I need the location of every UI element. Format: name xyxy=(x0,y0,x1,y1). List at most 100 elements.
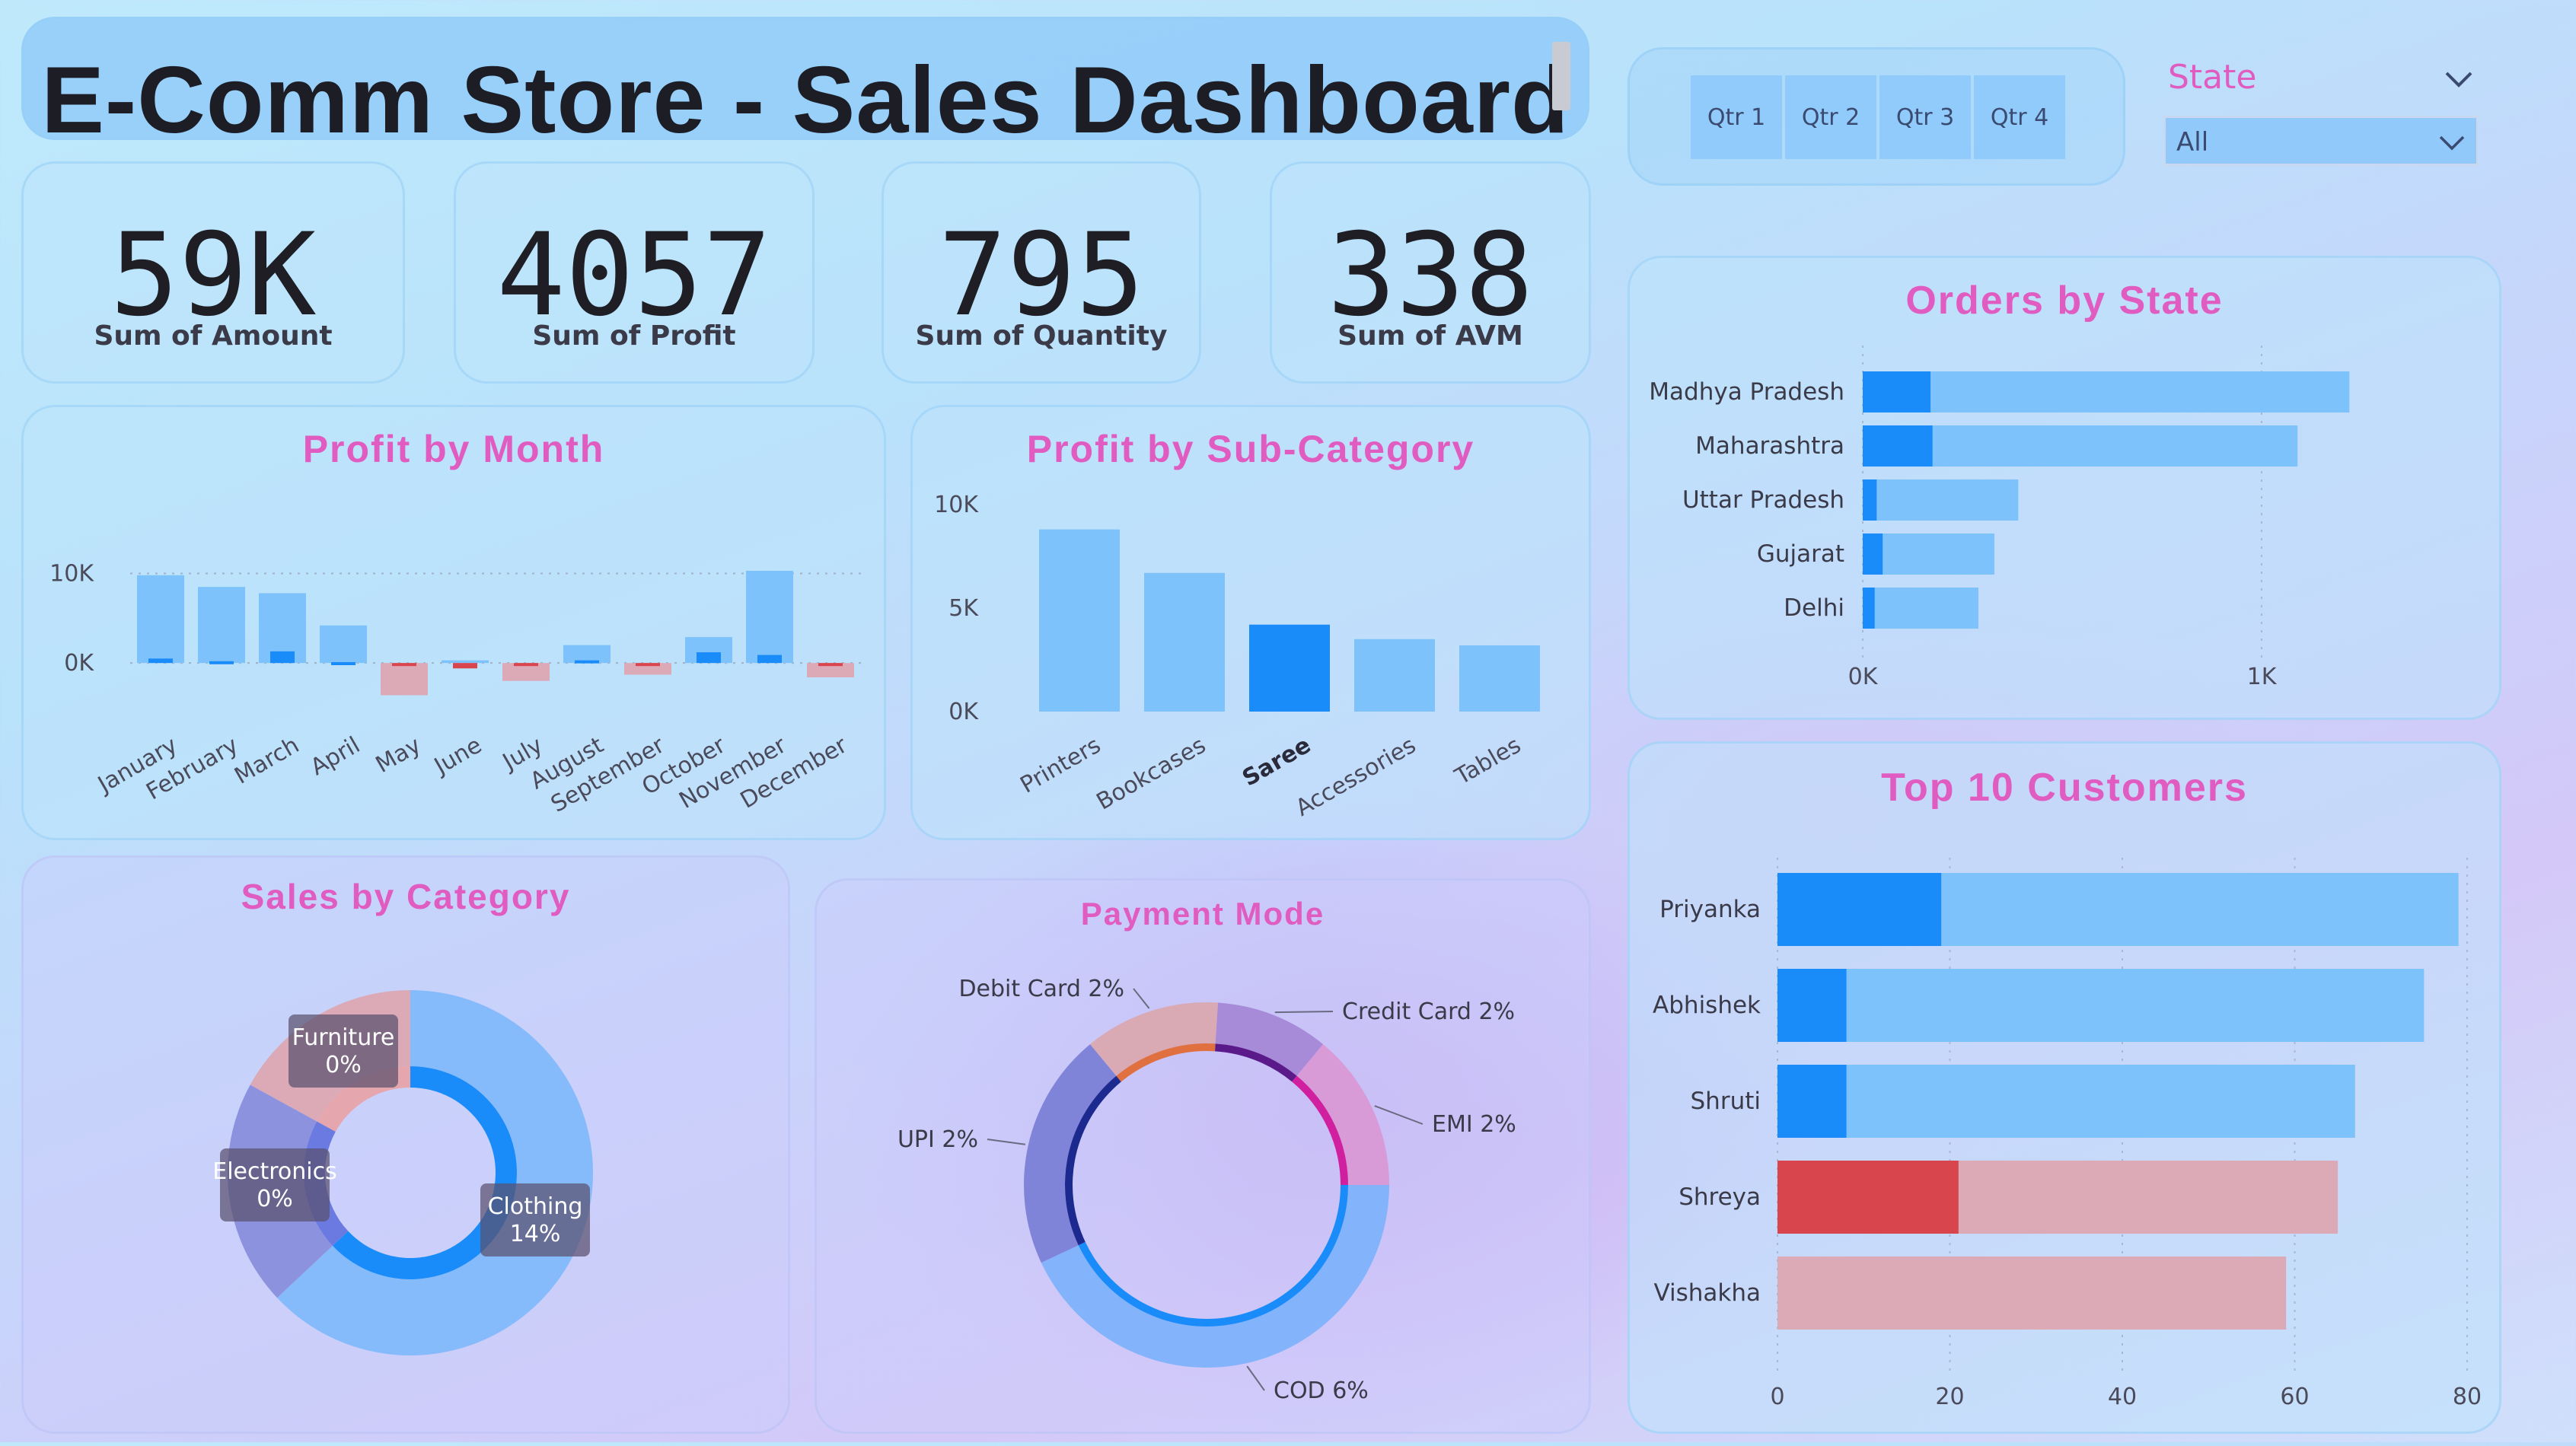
leader-line xyxy=(1274,1011,1334,1014)
y-tick-label: Gujarat xyxy=(1757,540,1844,568)
bar-overlay xyxy=(1777,1161,1959,1234)
leader-line xyxy=(987,1139,1026,1145)
kpi-label: Sum of Quantity xyxy=(915,320,1168,352)
kpi-label: Sum of Profit xyxy=(532,320,736,352)
state-slicer-label: State xyxy=(2168,58,2257,97)
bar xyxy=(1459,645,1540,712)
payment-mode-chart: COD 6% UPI 2% Debit Card 2% Credit Card 2% E… xyxy=(897,976,1516,1404)
kpi-card-profit: 4057 Sum of Profit xyxy=(454,161,815,384)
data-label-box xyxy=(220,1148,330,1221)
bar-overlay xyxy=(818,663,843,667)
bar-overlay xyxy=(1863,425,1933,467)
leader-line xyxy=(1374,1105,1423,1125)
chart-title: Profit by Sub-Category xyxy=(1026,428,1475,470)
data-label: Clothing xyxy=(488,1193,583,1220)
x-tick-label: May xyxy=(371,732,426,779)
bar xyxy=(746,571,793,664)
page-title: E-Comm Store - Sales Dashboard xyxy=(41,48,1570,153)
pie-slice xyxy=(1090,1002,1219,1076)
orders-by-state-chart: 0K 1K Madhya Pradesh Maharashtra Uttar Prade… xyxy=(1649,346,2350,690)
bar xyxy=(807,663,854,677)
top-customers-panel: Top 10 Customers 0 20 40 60 80 Priyanka Abhish… xyxy=(1628,741,2501,1434)
y-tick-label: Maharashtra xyxy=(1695,432,1844,460)
bar xyxy=(259,593,306,664)
bar xyxy=(563,645,611,664)
chart-title: Payment Mode xyxy=(1080,896,1325,932)
bar xyxy=(1863,479,2019,521)
data-label: 0% xyxy=(257,1186,293,1212)
bar-overlay xyxy=(1777,873,1942,946)
bar xyxy=(502,663,550,681)
kpi-value: 795 xyxy=(938,209,1145,342)
bar-overlay xyxy=(575,660,599,664)
data-label: UPI 2% xyxy=(897,1126,978,1153)
x-tick-label: Saree xyxy=(1238,732,1315,792)
y-tick-label: 0K xyxy=(64,650,94,677)
data-label: EMI 2% xyxy=(1432,1111,1516,1138)
chart-title: Orders by State xyxy=(1905,279,2224,323)
bar xyxy=(381,663,428,696)
y-tick-label: Vishakha xyxy=(1653,1279,1761,1307)
bar xyxy=(1863,371,2350,412)
data-label: Furniture xyxy=(292,1024,395,1051)
bar-overlay xyxy=(1863,371,1931,412)
kpi-label: Sum of Amount xyxy=(94,320,333,352)
x-tick-label: 20 xyxy=(1935,1384,1964,1410)
profit-by-subcategory-panel: Profit by Sub-Category 10K 5K 0K Printers Bo… xyxy=(910,405,1591,840)
bar xyxy=(1354,639,1435,712)
x-tick-label: 80 xyxy=(2453,1384,2482,1410)
bar xyxy=(1863,588,1978,629)
pie-slice xyxy=(1296,1044,1389,1185)
x-tick-label: 1K xyxy=(2247,664,2278,690)
bar-overlay xyxy=(331,662,355,665)
y-tick-label: Madhya Pradesh xyxy=(1649,378,1844,406)
y-tick-label: Priyanka xyxy=(1659,896,1761,923)
bar xyxy=(1777,969,2425,1042)
state-dropdown-value: All xyxy=(2176,127,2209,158)
y-tick-label: 10K xyxy=(934,492,979,518)
bar-overlay xyxy=(1863,588,1875,629)
pie-slice-inner xyxy=(1292,1075,1348,1185)
kpi-value: 4057 xyxy=(496,209,772,342)
bar xyxy=(320,625,367,664)
bar-overlay xyxy=(209,661,234,664)
orders-by-state-panel: Orders by State 0K 1K Madhya Pradesh Mahara… xyxy=(1628,256,2501,720)
y-tick-label: 10K xyxy=(49,561,94,588)
kpi-card-avm: 338 Sum of AVM xyxy=(1270,161,1591,384)
quarter-button-1[interactable]: Qtr 1 xyxy=(1691,75,1782,159)
pie-slice-inner xyxy=(332,1066,517,1279)
state-dropdown[interactable]: All xyxy=(2163,116,2479,166)
bar-overlay xyxy=(1863,479,1877,521)
bar xyxy=(1863,533,1994,575)
payment-mode-panel: Payment Mode COD 6% UPI 2% Debit Card 2% Cr… xyxy=(815,878,1591,1434)
x-tick-label: Bookcases xyxy=(1092,732,1210,816)
x-tick-label: 0 xyxy=(1770,1384,1784,1410)
x-tick-label: Accessories xyxy=(1291,732,1420,822)
bar xyxy=(198,587,245,664)
bar xyxy=(1863,425,2298,467)
chevron-down-icon[interactable] xyxy=(2444,64,2474,94)
data-label: 14% xyxy=(510,1221,561,1247)
pie-slice-inner xyxy=(1215,1043,1297,1082)
y-tick-label: Shreya xyxy=(1679,1183,1761,1211)
bar-overlay xyxy=(453,663,477,669)
scroll-handle[interactable] xyxy=(1552,42,1570,110)
quarter-slicer: Qtr 1 Qtr 2 Qtr 3 Qtr 4 xyxy=(1628,47,2125,186)
title-banner: E-Comm Store - Sales Dashboard xyxy=(21,17,1589,153)
bar xyxy=(442,660,489,664)
quarter-button-3[interactable]: Qtr 3 xyxy=(1879,75,1971,159)
x-tick-label: 60 xyxy=(2280,1384,2309,1410)
pie-slice-inner xyxy=(1116,1043,1216,1082)
bar xyxy=(1144,572,1225,712)
data-label: COD 6% xyxy=(1274,1378,1369,1404)
quarter-button-4[interactable]: Qtr 4 xyxy=(1974,75,2065,159)
profit-by-month-panel: Profit by Month 10K 0K January February Marc… xyxy=(21,405,886,840)
x-tick-label: Tables xyxy=(1450,732,1526,791)
chevron-down-icon xyxy=(2439,135,2465,151)
pie-slice xyxy=(1041,1185,1389,1368)
quarter-button-2[interactable]: Qtr 2 xyxy=(1785,75,1876,159)
x-tick-label: June xyxy=(429,732,486,781)
kpi-card-quantity: 795 Sum of Quantity xyxy=(882,161,1201,384)
sales-by-category-panel: Sales by Category Clothing 14% Electronics… xyxy=(21,855,790,1434)
